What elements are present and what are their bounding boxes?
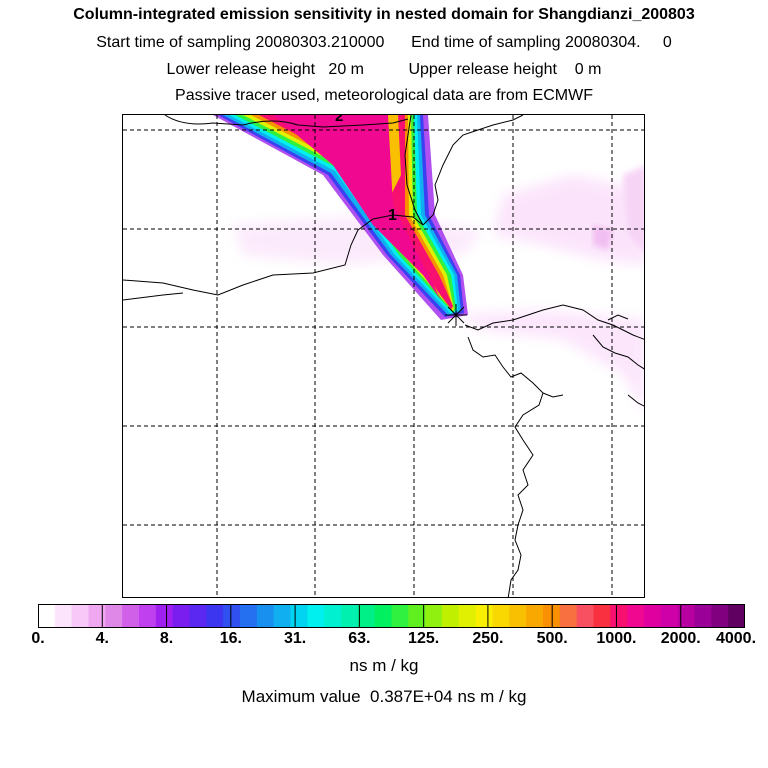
colorbar-cell	[122, 604, 140, 628]
colorbar-cell	[509, 604, 527, 628]
colorbar-cell	[341, 604, 359, 628]
colorbar-cell	[408, 604, 426, 628]
colorbar-cell	[88, 604, 106, 628]
colorbar-cell	[677, 604, 695, 628]
colorbar-cell	[593, 604, 611, 628]
colorbar-cell	[660, 604, 679, 628]
colorbar-cell	[324, 604, 342, 628]
colorbar-cell	[374, 604, 392, 628]
map-panel: 2 1	[122, 114, 645, 598]
colorbar-tick-label: 1000.	[596, 630, 637, 647]
colorbar-cell	[694, 604, 712, 628]
colorbar	[38, 604, 745, 628]
colorbar-cell	[307, 604, 325, 628]
colorbar-cell	[155, 604, 174, 628]
plot-title: Column-integrated emission sensitivity i…	[73, 6, 695, 23]
colorbar-cell	[189, 604, 207, 628]
time-label-1: 1	[388, 207, 397, 224]
colorbar-cell	[644, 604, 662, 628]
colorbar-cell	[256, 604, 275, 628]
emission-plume	[213, 115, 468, 320]
colorbar-cell	[610, 604, 628, 628]
colorbar-cell	[543, 604, 561, 628]
colorbar-cell	[290, 604, 308, 628]
colorbar-cell	[492, 604, 510, 628]
map-canvas: 2 1	[123, 115, 644, 597]
colorbar-cell	[105, 604, 123, 628]
colorbar-tick-label: 500.	[536, 630, 568, 647]
colorbar-cell	[206, 604, 224, 628]
sampling-times: Start time of sampling 20080303.210000 E…	[96, 34, 672, 51]
colorbar-cell	[458, 604, 477, 628]
colorbar-cell	[425, 604, 443, 628]
coastlines	[123, 115, 644, 597]
colorbar-cell	[38, 604, 56, 628]
colorbar-cell	[240, 604, 258, 628]
units-label: ns m / kg	[349, 656, 419, 675]
colorbar-cell	[273, 604, 291, 628]
colorbar-tick-label: 8.	[159, 630, 174, 647]
colorbar-cell	[475, 604, 493, 628]
release-heights: Lower release height 20 m Upper release …	[166, 61, 602, 78]
colorbar-cell	[711, 604, 729, 628]
colorbar-tick-label: 63.	[348, 630, 371, 647]
maximum-value: Maximum value 0.387E+04 ns m / kg	[241, 687, 527, 706]
colorbar-cell	[728, 604, 745, 628]
colorbar-tick-label: 0.	[31, 630, 45, 647]
colorbar-cell	[559, 604, 578, 628]
colorbar-tick-label: 4000.	[715, 630, 757, 647]
colorbar-tick-label: 4.	[95, 630, 109, 647]
time-label-2: 2	[335, 115, 343, 125]
colorbar-cell	[391, 604, 409, 628]
colorbar-cell	[627, 604, 645, 628]
colorbar-cell	[223, 604, 241, 628]
colorbar-tick-label: 31.	[283, 630, 307, 647]
colorbar-cell	[71, 604, 89, 628]
colorbar-cell	[526, 604, 544, 628]
colorbar-tick-label: 2000.	[660, 630, 701, 647]
colorbar-tick-label: 250.	[472, 630, 504, 647]
colorbar-cell	[139, 604, 157, 628]
graticule	[123, 115, 644, 597]
colorbar-tick-label: 16.	[219, 630, 242, 647]
receptor-star-icon	[445, 304, 467, 326]
colorbar-cell	[172, 604, 190, 628]
colorbar-cell	[576, 604, 594, 628]
colorbar-cell	[357, 604, 376, 628]
colorbar-cell	[442, 604, 460, 628]
tracer-info: Passive tracer used, meteorological data…	[175, 87, 593, 104]
colorbar-tick-label: 125.	[408, 630, 440, 647]
colorbar-cell	[54, 604, 73, 628]
